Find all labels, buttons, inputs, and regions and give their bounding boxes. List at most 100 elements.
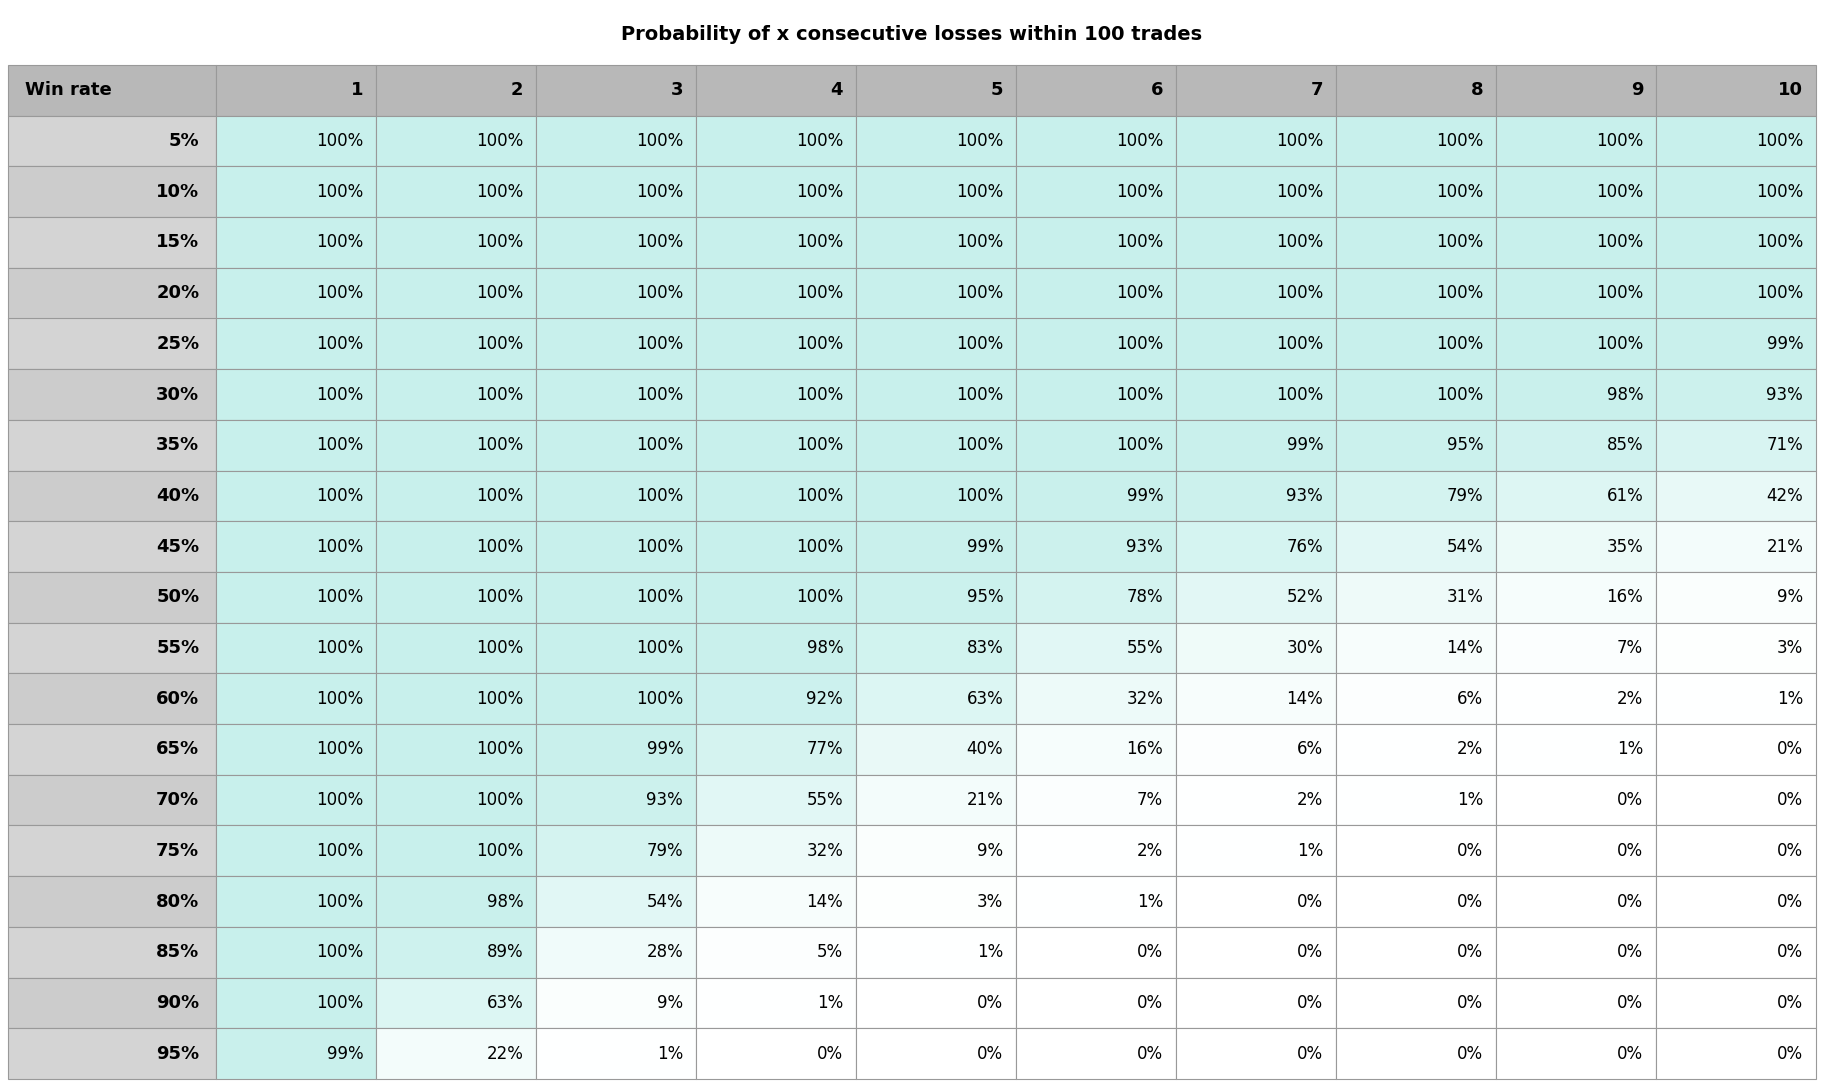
Text: 100%: 100% [1116,132,1163,150]
Text: 100%: 100% [315,589,363,606]
Bar [696,420,855,470]
Text: 45%: 45% [157,538,199,556]
Bar [855,673,1015,724]
Bar [1334,420,1495,470]
Text: 0%: 0% [1136,994,1163,1012]
Text: 93%: 93% [1285,487,1322,505]
Text: 100%: 100% [315,842,363,860]
Bar [1655,572,1816,622]
Bar [7,420,215,470]
Text: 3%: 3% [1776,640,1803,657]
Text: 1%: 1% [1457,791,1482,809]
Bar [1495,622,1655,673]
Text: 98%: 98% [487,892,523,911]
Text: 100%: 100% [955,284,1003,302]
Text: 2%: 2% [1296,791,1322,809]
Bar [536,370,696,420]
Bar [536,673,696,724]
Bar [1015,116,1176,167]
Text: 100%: 100% [1116,335,1163,353]
Bar [7,319,215,370]
Text: 100%: 100% [315,284,363,302]
Text: 99%: 99% [645,740,684,759]
Text: 100%: 100% [315,386,363,403]
Text: Probability of x consecutive losses within 100 trades: Probability of x consecutive losses with… [622,25,1201,44]
Text: 100%: 100% [315,689,363,708]
Text: 100%: 100% [476,842,523,860]
Text: 30%: 30% [157,386,199,403]
Text: 92%: 92% [806,689,842,708]
Text: 16%: 16% [1606,589,1643,606]
Bar [1655,826,1816,876]
Text: 0%: 0% [1617,842,1643,860]
Text: 100%: 100% [636,284,684,302]
Text: 100%: 100% [1595,284,1643,302]
Text: 42%: 42% [1765,487,1803,505]
Text: 21%: 21% [1765,538,1803,556]
Bar [1176,268,1334,319]
Bar [1655,420,1816,470]
Bar [215,673,376,724]
Bar [1655,876,1816,927]
Text: 1%: 1% [977,943,1003,962]
Bar [1176,470,1334,521]
Bar [215,167,376,217]
Text: 100%: 100% [1595,183,1643,201]
Text: 100%: 100% [1276,386,1322,403]
Bar [1015,927,1176,978]
Bar [215,876,376,927]
Bar [376,65,536,116]
Text: 65%: 65% [157,740,199,759]
Bar [696,116,855,167]
Text: 10: 10 [1777,81,1803,100]
Text: 100%: 100% [315,487,363,505]
Bar [1176,319,1334,370]
Bar [855,1029,1015,1079]
Text: 5%: 5% [817,943,842,962]
Text: 100%: 100% [1116,233,1163,251]
Bar [855,217,1015,268]
Bar [536,572,696,622]
Bar [536,622,696,673]
Bar [1655,65,1816,116]
Bar [1015,1029,1176,1079]
Bar [215,268,376,319]
Bar [376,268,536,319]
Text: 32%: 32% [1125,689,1163,708]
Bar [696,775,855,826]
Bar [696,167,855,217]
Text: 100%: 100% [636,436,684,454]
Text: 100%: 100% [315,233,363,251]
Text: 100%: 100% [476,640,523,657]
Bar [1655,217,1816,268]
Text: 14%: 14% [1285,689,1322,708]
Bar [1655,370,1816,420]
Bar [7,724,215,775]
Bar [855,268,1015,319]
Bar [1176,927,1334,978]
Bar [696,268,855,319]
Text: 100%: 100% [636,132,684,150]
Text: 9%: 9% [1776,589,1803,606]
Bar [696,673,855,724]
Text: 31%: 31% [1446,589,1482,606]
Text: 100%: 100% [1116,183,1163,201]
Bar [1015,978,1176,1029]
Bar [1334,622,1495,673]
Text: 90%: 90% [157,994,199,1012]
Bar [1015,420,1176,470]
Bar [7,167,215,217]
Text: 0%: 0% [1617,1045,1643,1062]
Bar [1015,167,1176,217]
Text: 100%: 100% [476,538,523,556]
Bar [7,826,215,876]
Bar [1655,167,1816,217]
Bar [1015,724,1176,775]
Text: 85%: 85% [157,943,199,962]
Bar [696,319,855,370]
Bar [1495,65,1655,116]
Bar [536,420,696,470]
Text: 6%: 6% [1457,689,1482,708]
Text: 100%: 100% [315,335,363,353]
Bar [536,724,696,775]
